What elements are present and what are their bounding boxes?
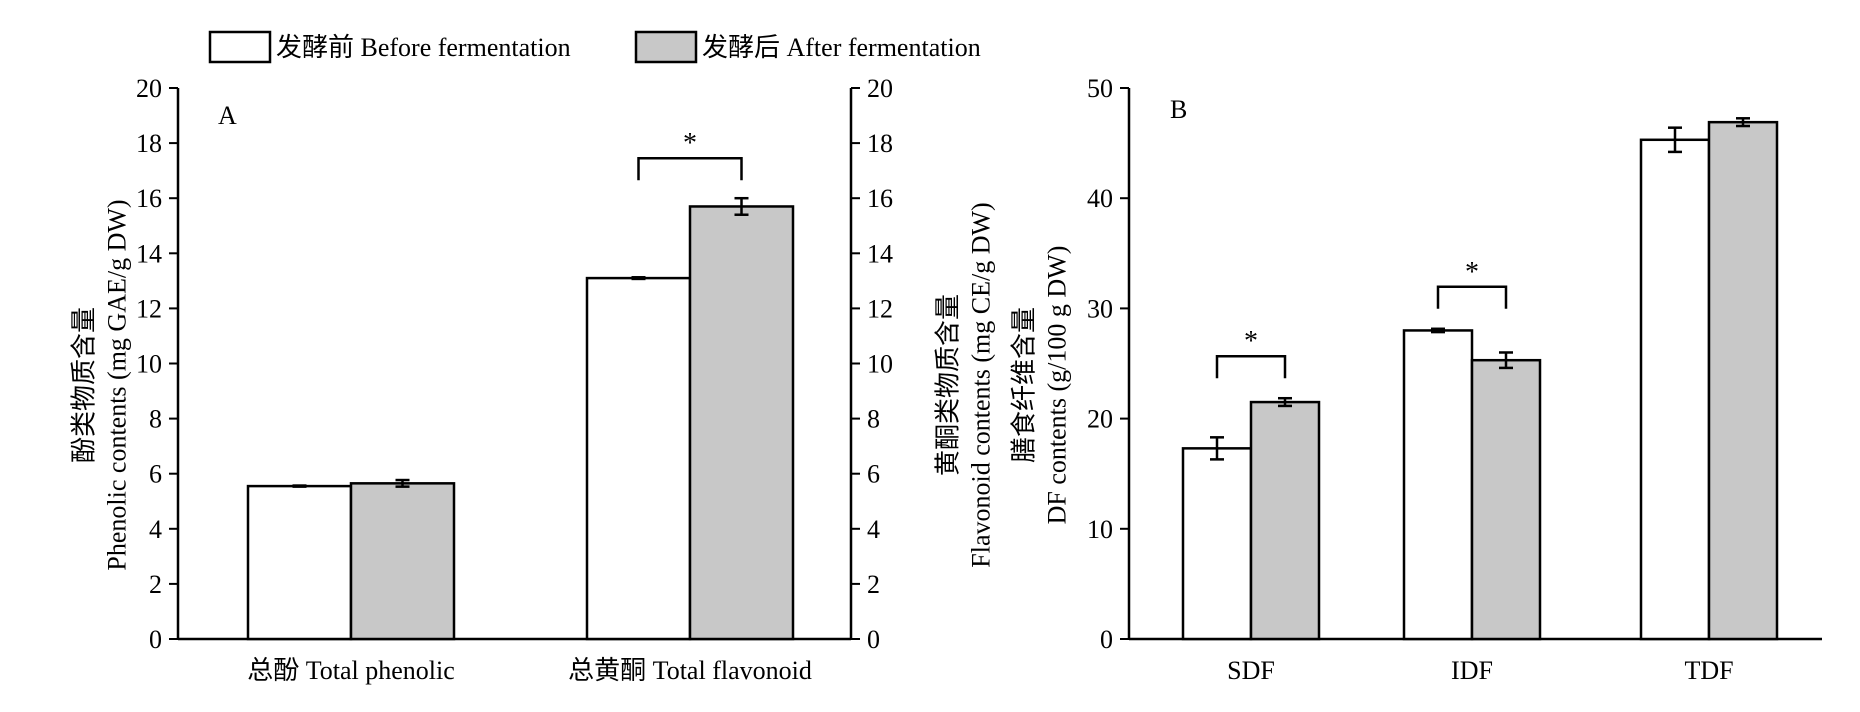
panel-a-y-axis-label-right: 黄酮类物质含量 Flavonoid contents (mg CE/g DW) bbox=[934, 202, 996, 567]
y-tick-label: 0 bbox=[149, 625, 162, 654]
x-category-label: TDF bbox=[1684, 656, 1733, 685]
legend: 发酵前 Before fermentation 发酵后 After fermen… bbox=[208, 30, 981, 64]
panel-b-y-axis-label: 膳食纤维含量 DF contents (g/100 g DW) bbox=[1010, 246, 1072, 525]
significance-bracket bbox=[1215, 354, 1287, 379]
y-tick-label: 30 bbox=[1087, 294, 1113, 323]
y-tick-label-right: 2 bbox=[867, 570, 880, 599]
y-tick-label-right: 4 bbox=[867, 515, 880, 544]
panel-a: A 0 2 4 6 8 10 12 14 16 18 20 0 2 4 6 8 10 12 14 16 18 20 总酚 T… bbox=[70, 74, 996, 685]
significance-bracket bbox=[1436, 285, 1508, 309]
bar-after bbox=[349, 482, 456, 641]
bar-before bbox=[585, 276, 692, 641]
legend-label-after: 发酵后 After fermentation bbox=[702, 33, 981, 62]
significance-label: * bbox=[683, 128, 697, 159]
y-tick-label: 16 bbox=[136, 184, 162, 213]
y-tick-label: 40 bbox=[1087, 184, 1113, 213]
y-tick-label: 20 bbox=[136, 74, 162, 103]
y-tick-label-right: 8 bbox=[867, 405, 880, 434]
legend-swatch-after bbox=[634, 30, 698, 64]
bar-before bbox=[246, 484, 353, 641]
y-tick-label: 50 bbox=[1087, 74, 1113, 103]
x-category-label: 总黄酮 Total flavonoid bbox=[568, 656, 812, 685]
bar-after bbox=[1707, 120, 1779, 641]
y-tick-label: 12 bbox=[136, 294, 162, 323]
bar-after bbox=[688, 205, 795, 641]
y-tick-label-right: 20 bbox=[867, 74, 893, 103]
y-tick-label: 2 bbox=[149, 570, 162, 599]
y-tick-label-right: 16 bbox=[867, 184, 893, 213]
y-tick-label: 10 bbox=[136, 350, 162, 379]
panel-a-y-axis-label-left: 酚类物质含量 Phenolic contents (mg GAE/g DW) bbox=[70, 199, 132, 570]
y-tick-label: 6 bbox=[149, 460, 162, 489]
y-tick-label: 20 bbox=[1087, 405, 1113, 434]
y-tick-label: 0 bbox=[1100, 625, 1113, 654]
y-tick-label: 10 bbox=[1087, 515, 1113, 544]
y-tick-label: 14 bbox=[136, 239, 162, 268]
legend-label-before: 发酵前 Before fermentation bbox=[276, 33, 571, 62]
significance-label: * bbox=[1465, 257, 1479, 288]
y-tick-label-right: 12 bbox=[867, 294, 893, 323]
y-tick-label-right: 0 bbox=[867, 625, 880, 654]
panel-b-label: B bbox=[1170, 95, 1187, 124]
panel-b: B 0 10 20 30 40 50 SDF IDF TDF * * 膳食纤维含量 DF conten… bbox=[1010, 74, 1822, 685]
y-tick-label-right: 6 bbox=[867, 460, 880, 489]
y-tick-label: 18 bbox=[136, 129, 162, 158]
y-tick-label-right: 10 bbox=[867, 350, 893, 379]
x-category-label: IDF bbox=[1451, 656, 1493, 685]
y-tick-label: 4 bbox=[149, 515, 162, 544]
panel-a-label: A bbox=[218, 101, 237, 130]
significance-label: * bbox=[1244, 326, 1258, 357]
significance-bracket bbox=[637, 156, 743, 181]
bar-before bbox=[1402, 329, 1474, 641]
x-category-label: SDF bbox=[1227, 656, 1275, 685]
legend-swatch-before bbox=[208, 30, 272, 64]
bar-before bbox=[1181, 447, 1253, 641]
y-tick-label-right: 14 bbox=[867, 239, 893, 268]
y-tick-label: 8 bbox=[149, 405, 162, 434]
y-tick-label-right: 18 bbox=[867, 129, 893, 158]
bar-before bbox=[1639, 138, 1711, 641]
bar-after bbox=[1470, 358, 1542, 641]
x-category-label: 总酚 Total phenolic bbox=[247, 656, 455, 685]
bar-after bbox=[1249, 400, 1321, 641]
